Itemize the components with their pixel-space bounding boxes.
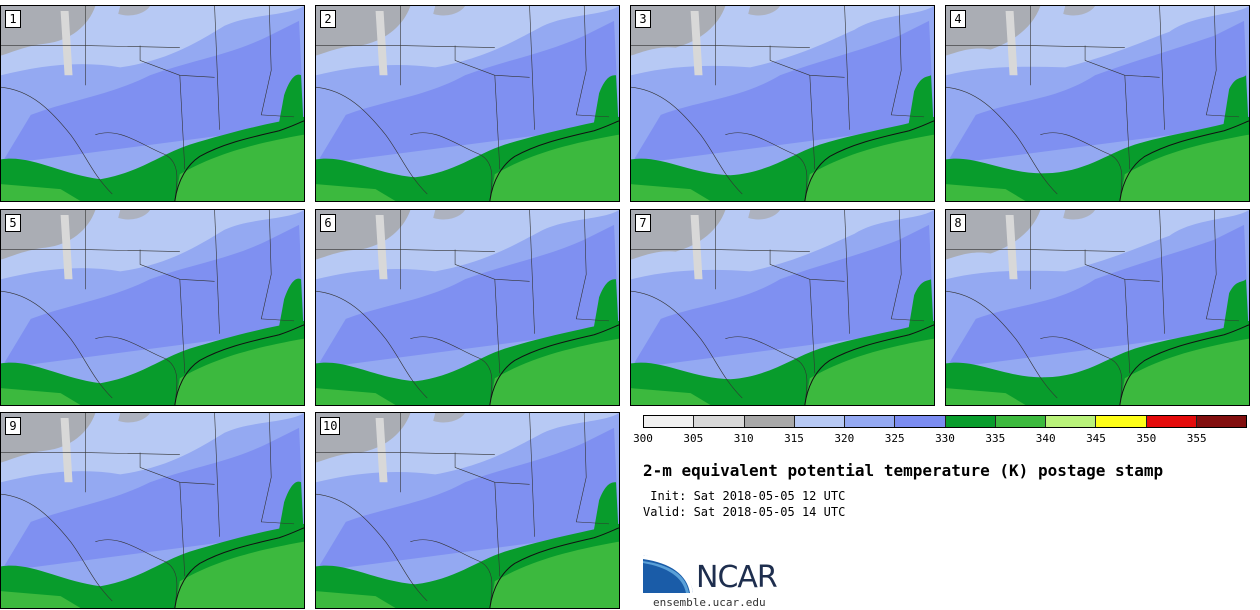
colorbar-tick-labels: 300 305 310 315 320 325 330 335 340 345 350 355 [633, 432, 1247, 446]
stamp-panel-6: 6 [315, 209, 620, 406]
colorbar-tick-label: 305 [683, 432, 704, 445]
colorbar-segment [1096, 416, 1147, 427]
stamp-panel-4: 4 [945, 5, 1250, 202]
stamp-number: 7 [635, 214, 651, 232]
map-image [1, 210, 304, 405]
colorbar-segment [644, 416, 695, 427]
colorbar-tick-label: 315 [784, 432, 804, 445]
logo-url: ensemble.ucar.edu [653, 596, 766, 609]
map-image [316, 413, 619, 608]
colorbar-segment [694, 416, 745, 427]
stamp-number: 2 [320, 10, 336, 28]
plot-title: 2-m equivalent potential temperature (K)… [643, 461, 1164, 480]
map-image [631, 210, 934, 405]
stamp-panel-2: 2 [315, 5, 620, 202]
colorbar-segment [945, 416, 996, 427]
stamp-panel-8: 8 [945, 209, 1250, 406]
stamp-panel-10: 10 [315, 412, 620, 609]
stamp-number: 6 [320, 214, 336, 232]
stamp-panel-1: 1 [0, 5, 305, 202]
colorbar-tick-label: 320 [834, 432, 855, 445]
ncar-logo-text: NCAR [696, 560, 778, 595]
colorbar-tick-label: 340 [1035, 432, 1056, 445]
stamp-panel-7: 7 [630, 209, 935, 406]
stamp-number: 5 [5, 214, 21, 232]
colorbar-segment [1196, 416, 1246, 427]
ncar-logo-icon [643, 555, 693, 593]
colorbar-segment [995, 416, 1046, 427]
map-image [1, 413, 304, 608]
colorbar-tick-label: 350 [1136, 432, 1157, 445]
valid-time: Valid: Sat 2018-05-05 14 UTC [643, 505, 846, 519]
map-image [946, 6, 1249, 201]
stamp-number: 4 [950, 10, 966, 28]
colorbar-tick-label: 310 [733, 432, 754, 445]
colorbar-segment [1146, 416, 1197, 427]
map-image [316, 6, 619, 201]
colorbar-segment [744, 416, 795, 427]
map-image [1, 6, 304, 201]
colorbar-tick-label: 300 [633, 432, 653, 445]
stamp-number: 9 [5, 417, 21, 435]
colorbar-segment [1046, 416, 1097, 427]
colorbar-segment [794, 416, 845, 427]
stamp-number: 8 [950, 214, 966, 232]
colorbar [643, 415, 1247, 428]
init-time: Init: Sat 2018-05-05 12 UTC [643, 489, 846, 503]
colorbar-tick-label: 335 [985, 432, 1006, 445]
stamp-number: 10 [320, 417, 341, 435]
map-image [631, 6, 934, 201]
stamp-panel-3: 3 [630, 5, 935, 202]
stamp-number: 1 [5, 10, 21, 28]
colorbar-segment [845, 416, 896, 427]
map-image [946, 210, 1249, 405]
colorbar-tick-label: 330 [935, 432, 955, 445]
colorbar-tick-label: 355 [1186, 432, 1207, 445]
stamp-panel-9: 9 [0, 412, 305, 609]
stamp-panel-5: 5 [0, 209, 305, 406]
colorbar-segment [895, 416, 946, 427]
stamp-number: 3 [635, 10, 651, 28]
map-image [316, 210, 619, 405]
colorbar-tick-label: 345 [1086, 432, 1106, 445]
colorbar-tick-label: 325 [884, 432, 905, 445]
